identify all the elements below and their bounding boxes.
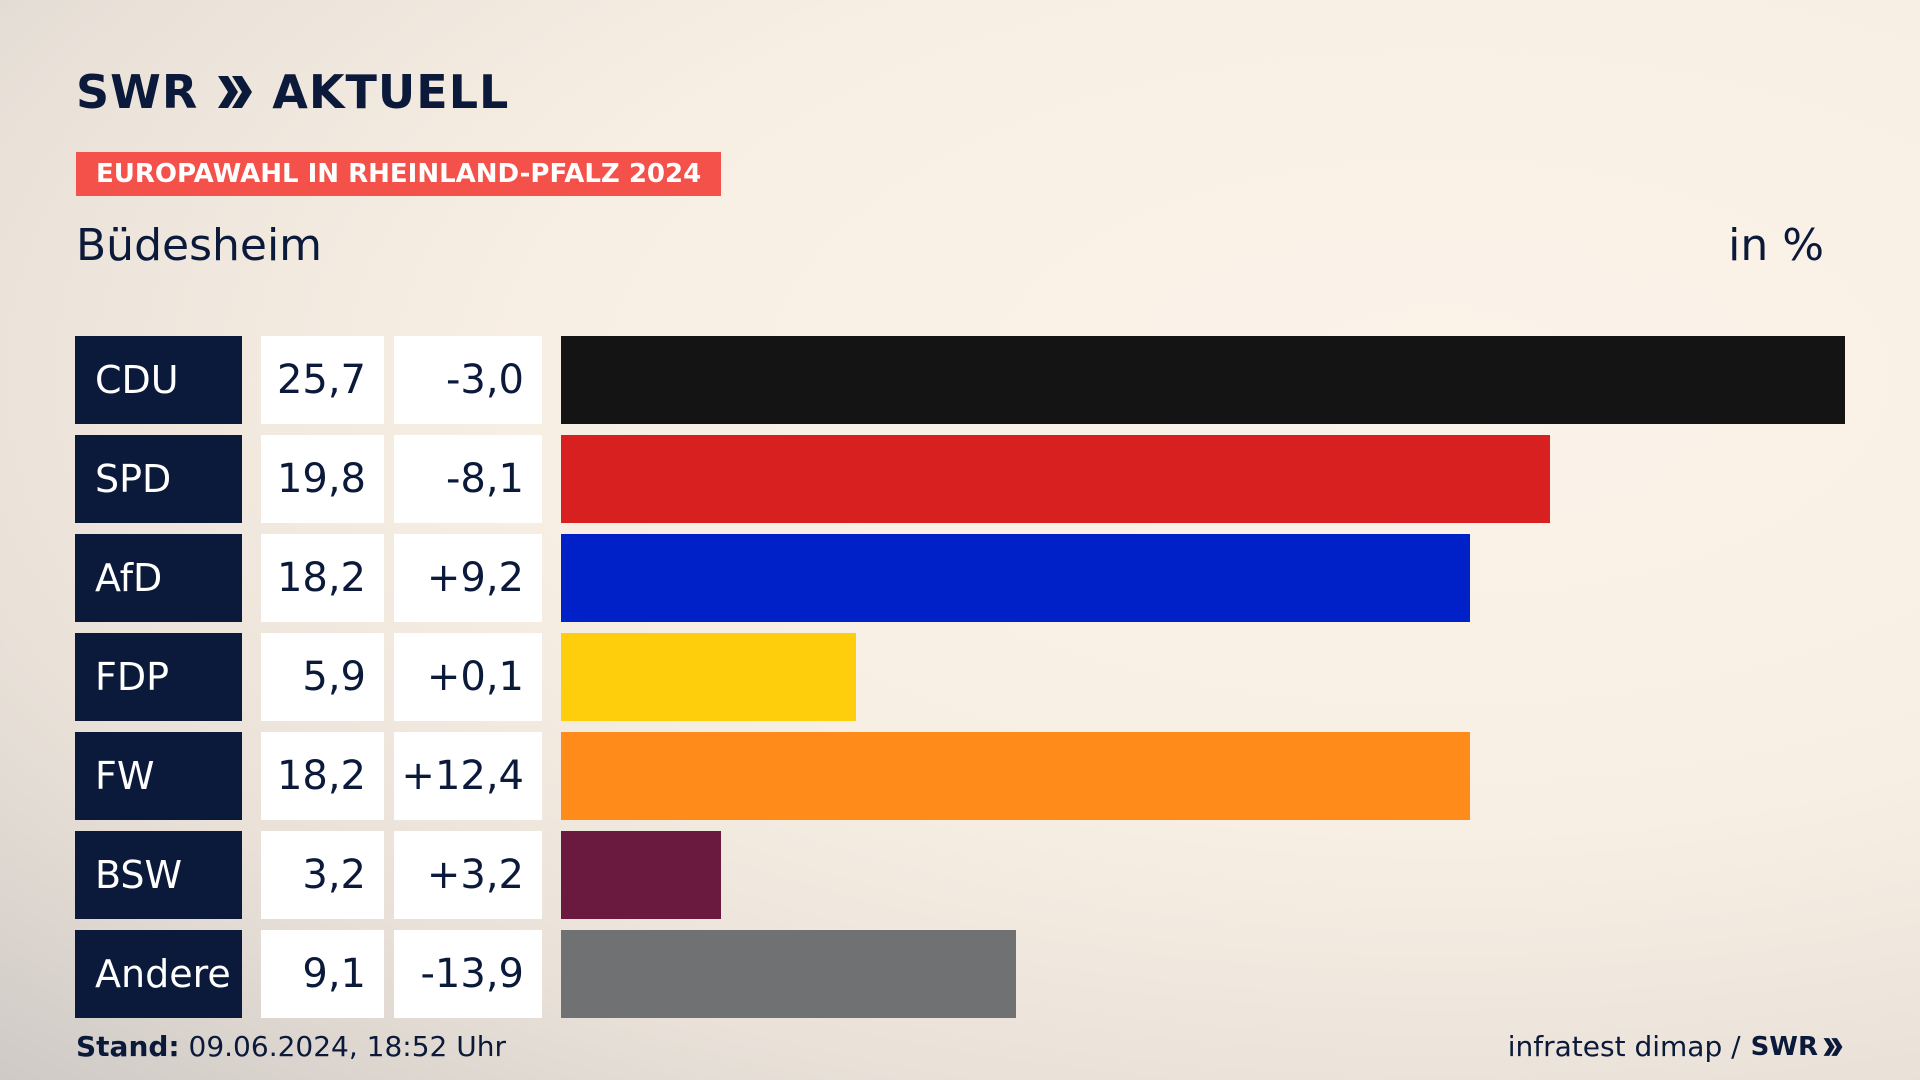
bar-cdu	[561, 336, 1845, 424]
result-row: AfD 18,2 +9,2	[75, 534, 1845, 622]
party-label: BSW	[75, 831, 242, 919]
change-label: -8,1	[394, 435, 542, 523]
party-label: CDU	[75, 336, 242, 424]
party-label: Andere	[75, 930, 242, 1018]
vote-share-label: 9,1	[261, 930, 384, 1018]
double-chevron-right-icon	[218, 76, 253, 108]
timestamp: Stand: 09.06.2024, 18:52 Uhr	[76, 1030, 506, 1063]
vote-share-label: 25,7	[261, 336, 384, 424]
election-badge: EUROPAWAHL IN RHEINLAND-PFALZ 2024	[76, 152, 722, 196]
source-text: infratest dimap /	[1507, 1030, 1741, 1063]
source-credit: infratest dimap / SWR	[1508, 1030, 1844, 1063]
result-row: SPD 19,8 -8,1	[75, 435, 1845, 523]
change-label: +0,1	[394, 633, 542, 721]
party-label: AfD	[75, 534, 242, 622]
logo-swr-text: SWR	[76, 65, 199, 119]
logo-aktuell-text: AKTUELL	[272, 65, 510, 119]
party-label: FW	[75, 732, 242, 820]
vote-share-label: 5,9	[261, 633, 384, 721]
bar-fw	[561, 732, 1470, 820]
party-label: FDP	[75, 633, 242, 721]
result-row: BSW 3,2 +3,2	[75, 831, 1845, 919]
bar-spd	[561, 435, 1550, 523]
unit-label: in %	[1728, 220, 1824, 271]
result-row: FW 18,2 +12,4	[75, 732, 1845, 820]
swr-mini-text: SWR	[1750, 1031, 1818, 1062]
bar-fdp	[561, 633, 856, 721]
stand-value: 09.06.2024, 18:52 Uhr	[188, 1030, 506, 1063]
bar-andere	[561, 930, 1016, 1018]
vote-share-label: 3,2	[261, 831, 384, 919]
result-row: Andere 9,1 -13,9	[75, 930, 1845, 1018]
change-label: +9,2	[394, 534, 542, 622]
change-label: +3,2	[394, 831, 542, 919]
change-label: +12,4	[394, 732, 542, 820]
vote-share-label: 18,2	[261, 534, 384, 622]
swr-aktuell-logo: SWR AKTUELL	[76, 65, 510, 119]
change-label: -3,0	[394, 336, 542, 424]
bar-afd	[561, 534, 1470, 622]
result-row: CDU 25,7 -3,0	[75, 336, 1845, 424]
vote-share-label: 18,2	[261, 732, 384, 820]
bar-bsw	[561, 831, 721, 919]
double-chevron-right-icon	[1823, 1037, 1843, 1056]
place-title: Büdesheim	[76, 220, 323, 271]
swr-mini-logo: SWR	[1751, 1032, 1844, 1062]
result-row: FDP 5,9 +0,1	[75, 633, 1845, 721]
change-label: -13,9	[394, 930, 542, 1018]
stand-label: Stand:	[76, 1030, 180, 1063]
party-label: SPD	[75, 435, 242, 523]
vote-share-label: 19,8	[261, 435, 384, 523]
